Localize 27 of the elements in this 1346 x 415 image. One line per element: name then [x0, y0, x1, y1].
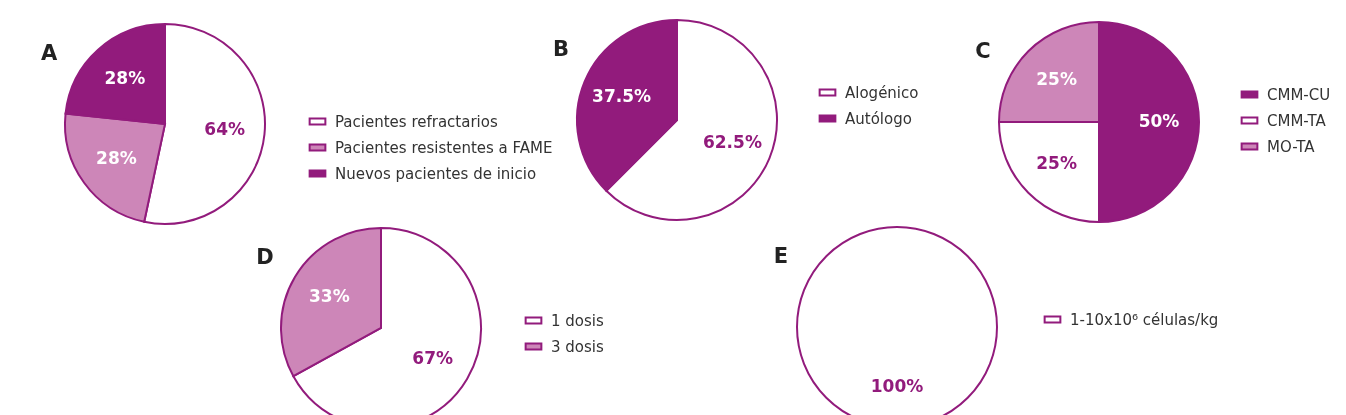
- legend-label: Alogénico: [845, 83, 919, 102]
- data-label: 100%: [870, 376, 924, 396]
- legend-label: CMM-TA: [1267, 111, 1327, 130]
- data-label: 50%: [1138, 111, 1180, 131]
- text: A: [40, 41, 58, 65]
- data-label: 64%: [204, 119, 246, 140]
- data-label: 67%: [412, 347, 453, 368]
- legend-label: Autólogo: [845, 109, 912, 128]
- legend-label: 1 dosis: [551, 311, 604, 330]
- legend-label: CMM-CU: [1267, 85, 1331, 104]
- data-label: 28%: [96, 148, 137, 169]
- data-label: 25%: [1036, 68, 1077, 89]
- text: E: [773, 244, 789, 268]
- data-label: 62.5%: [702, 131, 762, 152]
- data-label: 25%: [1036, 153, 1077, 174]
- data-label: 28%: [104, 68, 146, 89]
- data-label: 37.5%: [592, 86, 652, 107]
- text: B: [552, 37, 570, 61]
- legend-label: Pacientes resistentes a FAME: [335, 138, 553, 157]
- data-label: 33%: [309, 286, 350, 307]
- text: D: [256, 245, 274, 269]
- legend-label: Pacientes refractarios: [335, 112, 498, 131]
- legend-label: 3 dosis: [551, 337, 604, 356]
- legend-label: Nuevos pacientes de inicio: [335, 164, 537, 183]
- legend-label: MO-TA: [1267, 137, 1316, 156]
- legend-label: 1-10x10⁶ células/kg: [1070, 310, 1219, 329]
- text: C: [975, 39, 991, 63]
